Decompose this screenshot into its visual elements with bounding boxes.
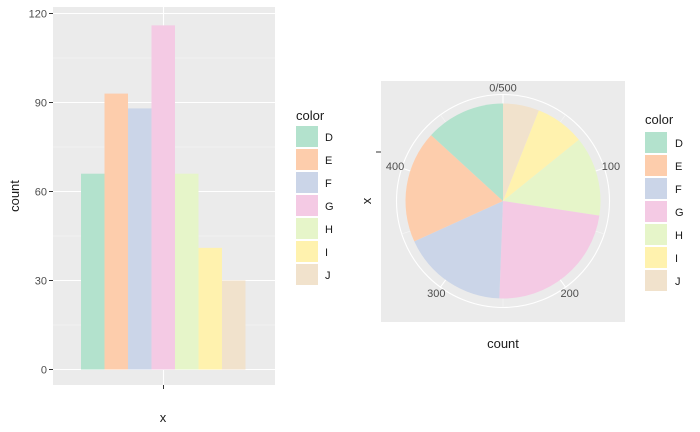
bar-F [128, 108, 152, 370]
pie-legend-key-I [645, 247, 667, 268]
bar-legend-label-G: G [325, 201, 334, 213]
pie-legend-key-F [645, 178, 667, 199]
bar-x-axis-title: x [160, 410, 167, 425]
bar-G [151, 25, 175, 370]
bar-D [81, 173, 105, 370]
pie-legend-key-G [645, 201, 667, 222]
bar-legend-label-H: H [325, 224, 333, 236]
bar-legend-title: color [296, 108, 325, 123]
pie-theta-tick-label: 200 [561, 288, 579, 300]
pie-theta-ticks: 0/500 100 200 300 400 [386, 83, 620, 300]
bar-legend-label-E: E [325, 155, 332, 167]
pie-slice-J [503, 103, 539, 201]
bar-E [104, 93, 128, 370]
pie-slice-D [431, 103, 503, 201]
bar-y-axis-title: count [7, 180, 22, 212]
pie-theta-tick-label: 300 [427, 288, 445, 300]
pie-legend-label-E: E [675, 161, 682, 173]
bar-legend-label-J: J [325, 270, 331, 282]
bar-H [175, 173, 199, 370]
pie-x-axis-title: count [487, 336, 519, 351]
pie-slice-I [503, 110, 579, 201]
pie-legend-label-J: J [675, 276, 681, 288]
bar-legend-label-F: F [325, 178, 332, 190]
pie-legend-label-H: H [675, 230, 683, 242]
pie-theta-tick-label: 400 [386, 161, 404, 173]
bar-J [222, 280, 246, 370]
bar-y-tick-label: 120 [29, 9, 47, 21]
pie-theta-tick-label: 0/500 [489, 83, 517, 95]
pie-slice-F [414, 201, 503, 299]
pie-slice-H [503, 139, 601, 216]
pie-y-axis-title: x [359, 197, 374, 204]
pie-slice-E [405, 135, 503, 242]
bar-legend-label-D: D [325, 132, 333, 144]
bar-legend-key-E [296, 149, 318, 170]
pie-legend-label-I: I [675, 253, 678, 265]
pie-legend-key-J [645, 270, 667, 291]
pie-legend-key-H [645, 224, 667, 245]
bar-I [198, 247, 222, 370]
bar-y-ticks: 0 30 60 90 120 [29, 9, 164, 389]
pie-slices [405, 103, 601, 299]
pie-legend-key-E [645, 155, 667, 176]
bar-y-tick-label: 90 [35, 98, 47, 110]
pie-slice-G [499, 201, 600, 299]
pie-legend-label-F: F [675, 184, 682, 196]
bar-marks [81, 25, 246, 370]
bar-legend-key-G [296, 195, 318, 216]
pie-legend-label-G: G [675, 207, 684, 219]
bar-y-tick-label: 30 [35, 276, 47, 288]
pie-theta-tick-label: 100 [602, 161, 620, 173]
bar-legend-key-J [296, 264, 318, 285]
pie-legend-label-D: D [675, 138, 683, 150]
bar-legend-key-I [296, 241, 318, 262]
bar-legend-key-H [296, 218, 318, 239]
pie-legend-title: color [645, 112, 674, 127]
bar-legend-label-I: I [325, 247, 328, 259]
bar-y-tick-label: 60 [35, 187, 47, 199]
bar-legend-key-F [296, 172, 318, 193]
pie-legend-key-D [645, 132, 667, 153]
bar-y-tick-label: 0 [41, 365, 47, 377]
bar-legend-key-D [296, 126, 318, 147]
